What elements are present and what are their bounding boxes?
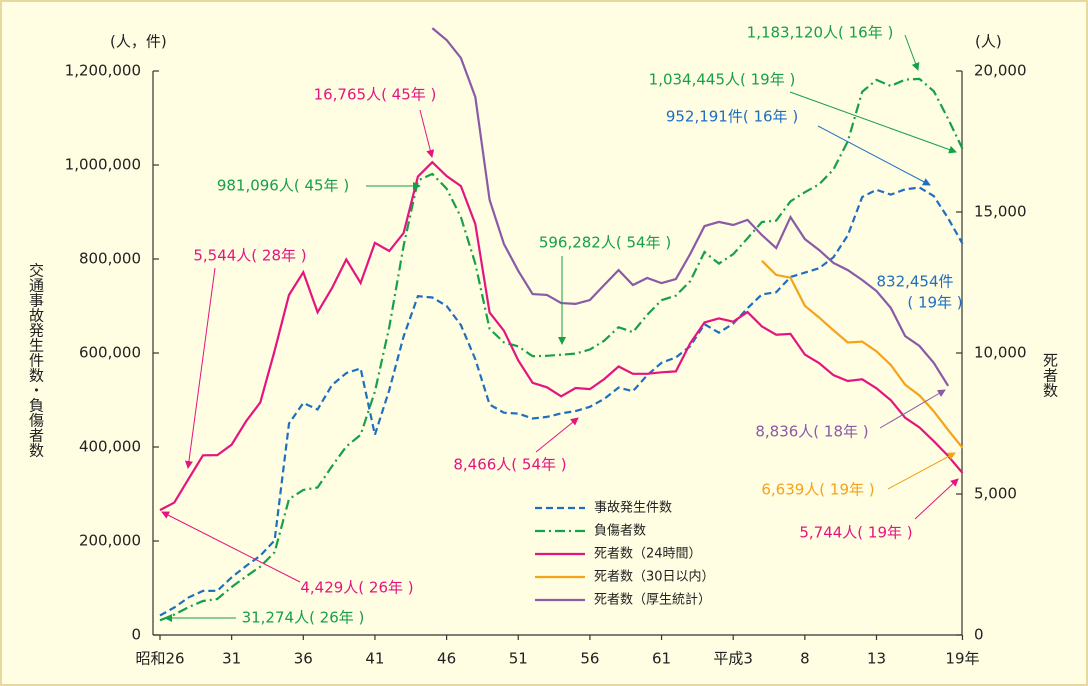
- y2-tick-label: 10,000: [974, 344, 1027, 362]
- legend-label: 事故発生件数: [594, 501, 672, 516]
- series-line: [159, 186, 964, 617]
- x-tick-label: 36: [294, 650, 313, 668]
- x-tick-label: 平成3: [713, 650, 753, 668]
- annotation: 31,274人( 26年 ): [242, 609, 365, 627]
- annotation: 6,639人( 19年 ): [761, 481, 874, 499]
- y-tick-label: 0: [131, 626, 141, 644]
- annotation-arrow: [184, 267, 216, 469]
- x-tick-label: 8: [800, 650, 810, 668]
- annotation: 5,544人( 28年 ): [193, 247, 306, 265]
- annotation: 1,183,120人( 16年 ): [747, 24, 894, 42]
- y-tick-label: 1,000,000: [65, 156, 141, 174]
- y-axis-title: 交通事故発生件数・負傷者数: [27, 262, 45, 458]
- x-tick-label: 19年: [945, 650, 979, 668]
- annotation-arrow: [887, 452, 956, 490]
- x-tick-label: 31: [222, 650, 241, 668]
- annotation-arrow: [904, 34, 920, 71]
- annotation: ( 19年 ): [907, 294, 962, 312]
- y2-unit: (人): [975, 33, 1002, 51]
- annotation: 832,454件: [876, 273, 953, 291]
- y-tick-label: 400,000: [79, 438, 141, 456]
- annotation: 8,466人( 54年 ): [453, 456, 566, 474]
- annotation-arrow: [419, 109, 435, 158]
- annotation: 596,282人( 54年 ): [539, 234, 671, 252]
- annotation: 1,034,445人( 19年 ): [649, 71, 796, 89]
- annotation-arrow: [535, 417, 579, 453]
- annotation: 952,191件( 16年 ): [666, 108, 798, 126]
- legend-label: 死者数（30日以内）: [594, 569, 715, 585]
- annotation: 981,096人( 45年 ): [217, 177, 349, 195]
- x-tick-label: 56: [580, 650, 599, 668]
- y-tick-label: 1,200,000: [65, 62, 141, 80]
- x-tick-label: 61: [652, 650, 671, 668]
- x-tick-label: 13: [867, 650, 886, 668]
- x-tick-label: 昭和26: [135, 650, 184, 668]
- annotation-arrow: [161, 511, 301, 583]
- legend-label: 死者数（厚生統計）: [594, 592, 711, 608]
- y2-tick-label: 5,000: [974, 485, 1017, 503]
- x-tick-label: 46: [437, 650, 456, 668]
- y2-tick-label: 20,000: [974, 62, 1027, 80]
- annotation: 5,744人( 19年 ): [799, 524, 912, 542]
- annotation: 16,765人( 45年 ): [314, 86, 437, 104]
- legend-label: 死者数（24時間）: [594, 547, 702, 562]
- annotation: 8,836人( 18年 ): [755, 423, 868, 441]
- y2-axis-title: 死者数: [1041, 353, 1059, 398]
- x-tick-label: 41: [365, 650, 384, 668]
- x-tick-label: 51: [509, 650, 528, 668]
- annotation: 4,429人( 26年 ): [300, 579, 413, 597]
- series-line: [761, 260, 964, 449]
- y2-tick-label: 0: [974, 626, 984, 644]
- y-tick-label: 600,000: [79, 344, 141, 362]
- y-tick-label: 800,000: [79, 250, 141, 268]
- y-unit: (人，件): [110, 33, 167, 51]
- annotation-arrow: [789, 91, 957, 154]
- annotation-arrow: [817, 125, 931, 186]
- y2-tick-label: 15,000: [974, 203, 1027, 221]
- y-tick-label: 200,000: [79, 532, 141, 550]
- annotation-arrow: [914, 478, 959, 520]
- series-line: [431, 27, 950, 387]
- series-line: [159, 160, 964, 512]
- annotation-arrow: [879, 389, 946, 429]
- legend-label: 負傷者数: [594, 524, 646, 539]
